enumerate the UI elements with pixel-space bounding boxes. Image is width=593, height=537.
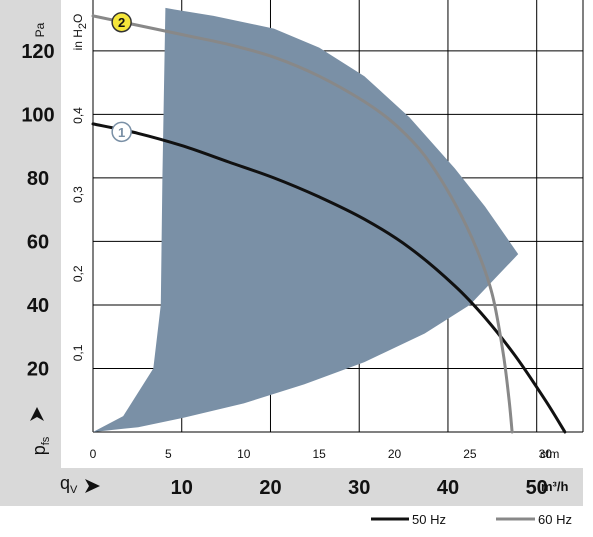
curve-markers: 12 — [111, 11, 132, 143]
x-cfm-tick-label: 10 — [237, 447, 251, 461]
curve-marker-label-2: 2 — [118, 15, 125, 30]
legend-label-50hz: 50 Hz — [412, 512, 446, 527]
x-m3h-tick-label: 30 — [348, 477, 370, 499]
y-left-tick-label: 120 — [21, 41, 54, 63]
y-right-unit-sub: 2 — [77, 23, 89, 29]
x-cfm-tick-label: 15 — [312, 447, 326, 461]
curve-marker-1 — [111, 121, 132, 143]
curve-60hz — [91, 14, 514, 434]
curves — [91, 14, 567, 434]
x-axis-symbol-main: q — [60, 473, 70, 493]
x-axis-band — [0, 468, 583, 506]
x-cfm-tick-label: 0 — [90, 447, 97, 461]
operating-region — [93, 7, 519, 433]
legend-label-60hz: 60 Hz — [538, 512, 572, 527]
y-axis-symbol-main: p — [29, 445, 49, 455]
x-m3h-tick-label: 40 — [437, 477, 459, 499]
x-cfm-tick-label: 5 — [165, 447, 172, 461]
x-axis-symbol-sub: V — [70, 484, 78, 496]
y-left-unit-label: Pa — [33, 22, 47, 37]
x-axis-arrow-icon — [85, 479, 100, 493]
y-left-tick-label: 80 — [27, 168, 49, 190]
y-right-unit-main: in H — [71, 29, 85, 50]
y-right-tick-label: 0,4 — [71, 107, 85, 124]
y-axis-symbol-sub: fs — [40, 436, 52, 445]
y-left-tick-label: 20 — [27, 358, 49, 380]
legend: 50 Hz 60 Hz — [371, 512, 572, 527]
curve-50hz — [91, 122, 567, 434]
x-cfm-tick-label: 30 — [539, 447, 553, 461]
y-right-unit-end: O — [71, 14, 85, 23]
y-left-tick-label: 40 — [27, 295, 49, 317]
x-m3h-tick-label: 20 — [259, 477, 281, 499]
x-cfm-tick-label: 20 — [388, 447, 402, 461]
x-m3h-tick-label: 50 — [526, 477, 548, 499]
y-axis-band — [0, 0, 61, 468]
x-m3h-unit-label: m³/h — [541, 479, 569, 494]
y-left-tick-label: 60 — [27, 231, 49, 253]
y-right-tick-label: 0,3 — [71, 186, 85, 203]
y-left-tick-label: 100 — [21, 104, 54, 126]
y-right-tick-label: 0,1 — [71, 344, 85, 361]
y-axis-arrow-icon — [30, 407, 44, 421]
x-cfm-unit-label: cfm — [540, 447, 559, 461]
x-axis-symbol: qV — [60, 473, 78, 496]
curve-marker-label-1: 1 — [118, 125, 125, 140]
x-cfm-tick-label: 25 — [463, 447, 477, 461]
y-right-tick-label: 0,2 — [71, 265, 85, 282]
y-right-unit-label: in H2O — [71, 14, 89, 51]
x-m3h-tick-label: 10 — [171, 477, 193, 499]
operating-region-area — [93, 7, 519, 433]
y-axis-symbol: pfs — [29, 436, 52, 455]
curve-marker-2 — [111, 11, 132, 33]
